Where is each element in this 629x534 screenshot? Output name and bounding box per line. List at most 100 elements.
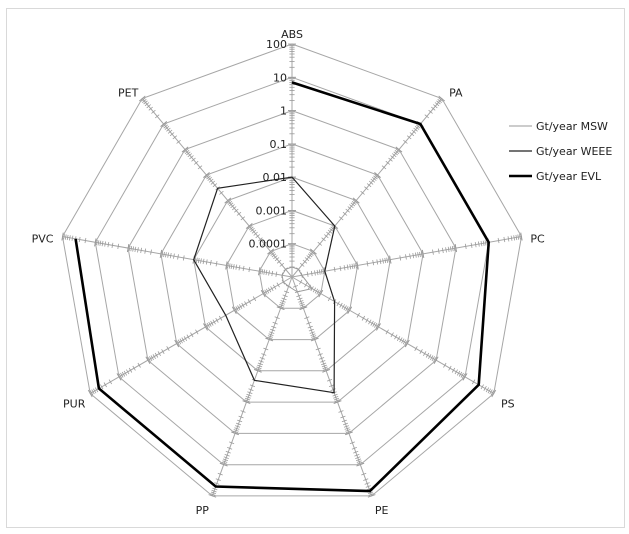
tick-mark	[438, 95, 446, 102]
tick-mark	[345, 429, 351, 432]
tick-mark	[272, 284, 277, 290]
tick-mark	[123, 370, 128, 376]
tick-mark	[276, 306, 285, 310]
tick-mark	[310, 337, 319, 342]
tick-mark	[183, 336, 188, 342]
tick-mark	[245, 396, 251, 399]
tick-mark	[384, 257, 387, 264]
tick-mark	[316, 269, 319, 276]
tick-mark	[388, 157, 393, 162]
tick-mark	[299, 262, 305, 267]
tick-mark	[271, 253, 277, 258]
tick-mark	[270, 328, 276, 332]
tick-mark	[270, 251, 275, 256]
tick-mark	[321, 364, 327, 368]
tick-mark	[356, 312, 360, 318]
tick-mark	[234, 208, 239, 213]
tick-mark	[225, 450, 231, 454]
tick-mark	[364, 186, 369, 191]
tick-mark	[231, 306, 237, 314]
tick-mark	[317, 241, 323, 246]
tick-mark	[265, 337, 274, 342]
tick-mark	[215, 261, 218, 267]
tick-mark	[132, 365, 136, 371]
tick-mark	[306, 271, 309, 277]
tick-mark	[174, 339, 180, 348]
tick-mark	[460, 372, 464, 378]
tick-mark	[316, 289, 320, 295]
tick-mark	[318, 269, 321, 275]
tick-mark	[355, 456, 361, 459]
tick-mark	[146, 104, 151, 109]
tick-mark	[104, 241, 106, 247]
tick-mark	[300, 305, 306, 309]
tick-mark	[195, 329, 199, 335]
tick-mark	[235, 306, 239, 312]
tick-mark	[372, 176, 377, 181]
tick-mark	[151, 109, 156, 114]
tick-mark	[368, 180, 374, 185]
tick-mark	[279, 302, 285, 305]
tick-mark	[422, 249, 425, 258]
tick-mark	[229, 441, 235, 445]
tick-mark	[296, 294, 302, 298]
tick-mark	[237, 305, 241, 311]
tick-mark	[299, 279, 303, 285]
tick-mark	[265, 269, 268, 276]
tick-mark	[208, 178, 214, 183]
tick-mark	[181, 146, 189, 153]
tick-mark	[154, 352, 159, 358]
tick-mark	[209, 260, 212, 266]
tick-mark	[340, 415, 346, 419]
tick-mark	[389, 255, 392, 264]
tick-mark	[233, 429, 239, 432]
tick-label: 100	[266, 38, 287, 51]
tick-mark	[331, 225, 337, 230]
tick-mark	[205, 259, 208, 265]
tick-mark	[258, 267, 261, 276]
tick-mark	[202, 258, 205, 265]
tick-mark	[385, 329, 389, 335]
tick-mark	[227, 447, 233, 450]
tick-mark	[274, 257, 280, 262]
tick-mark	[172, 135, 178, 140]
tick-mark	[297, 297, 303, 301]
tick-mark	[298, 300, 304, 303]
tick-mark	[93, 388, 97, 394]
tick-mark	[173, 253, 175, 259]
radar-grid	[61, 43, 523, 497]
tick-mark	[238, 415, 244, 419]
tick-mark	[430, 355, 434, 361]
tick-mark	[212, 183, 218, 188]
tick-mark	[314, 288, 319, 294]
grid-ring	[160, 143, 424, 403]
tick-mark	[510, 235, 513, 241]
tick-mark	[214, 482, 220, 485]
tick-mark	[307, 253, 313, 258]
tick-mark	[121, 371, 126, 377]
tick-mark	[268, 270, 270, 276]
tick-mark	[231, 431, 239, 436]
tick-mark	[269, 331, 275, 334]
tick-mark	[236, 211, 242, 216]
tick-mark	[261, 353, 267, 356]
tick-mark	[279, 262, 285, 267]
tick-mark	[299, 302, 305, 305]
tick-mark	[349, 264, 352, 270]
tick-mark	[61, 232, 64, 241]
tick-mark	[253, 231, 258, 236]
tick-mark	[262, 290, 267, 296]
tick-mark	[515, 234, 518, 241]
tick-mark	[438, 97, 444, 102]
tick-mark	[309, 251, 314, 256]
tick-mark	[328, 384, 335, 387]
tick-mark	[94, 387, 99, 393]
tick-mark	[100, 384, 104, 390]
tick-mark	[373, 175, 378, 180]
tick-mark	[312, 287, 317, 293]
tick-mark	[230, 204, 235, 209]
tick-mark	[162, 123, 167, 128]
tick-mark	[64, 234, 67, 240]
tick-mark	[352, 197, 360, 204]
